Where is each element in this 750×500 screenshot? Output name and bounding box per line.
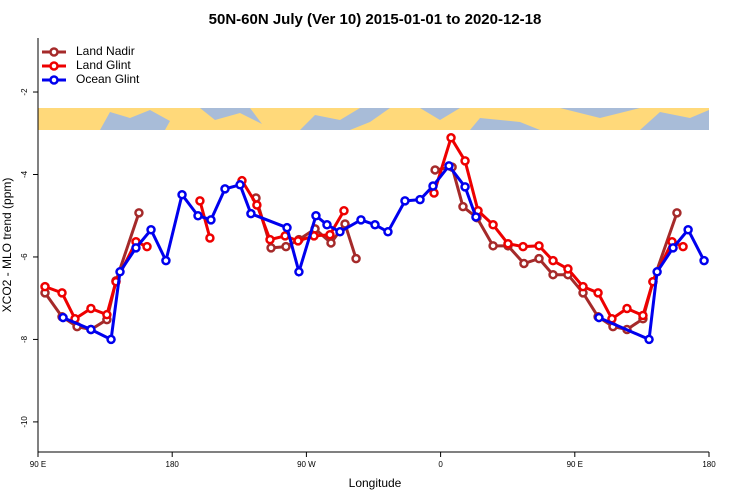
y-tick-label: -6 bbox=[20, 253, 29, 261]
data-point bbox=[548, 255, 558, 266]
x-tick-label: 90 W bbox=[297, 460, 316, 469]
x-tick-label: 180 bbox=[702, 460, 716, 469]
legend-label: Land Glint bbox=[76, 58, 131, 72]
data-point bbox=[195, 196, 205, 206]
data-point bbox=[668, 243, 678, 253]
data-point bbox=[351, 253, 361, 264]
data-point bbox=[652, 267, 662, 277]
data-point bbox=[683, 224, 693, 235]
data-point bbox=[131, 243, 141, 253]
data-point bbox=[644, 334, 654, 345]
data-point bbox=[356, 215, 366, 225]
data-point bbox=[134, 208, 144, 218]
data-point bbox=[503, 239, 513, 249]
data-point bbox=[281, 241, 291, 252]
data-point bbox=[335, 227, 345, 237]
data-point bbox=[518, 241, 528, 252]
y-tick-label: -2 bbox=[20, 88, 29, 96]
data-point bbox=[428, 181, 438, 191]
data-point bbox=[282, 222, 292, 233]
data-point bbox=[142, 241, 152, 252]
data-point bbox=[672, 208, 682, 218]
chart-title: 50N-60N July (Ver 10) 2015-01-01 to 2020… bbox=[209, 11, 542, 28]
data-point bbox=[534, 253, 544, 264]
data-point bbox=[622, 303, 632, 314]
x-tick-label: 90 E bbox=[30, 460, 46, 469]
data-point bbox=[678, 241, 688, 252]
data-point bbox=[106, 334, 116, 345]
data-point bbox=[266, 243, 276, 253]
data-point bbox=[594, 312, 604, 323]
data-point bbox=[311, 210, 321, 221]
x-tick-label: 180 bbox=[166, 460, 180, 469]
legend-label: Ocean Glint bbox=[76, 72, 140, 86]
data-point bbox=[578, 281, 588, 292]
map-strip bbox=[38, 108, 709, 130]
data-point bbox=[488, 241, 498, 251]
y-axis-label: XCO2 - MLO trend (ppm) bbox=[0, 178, 14, 313]
data-point bbox=[326, 238, 336, 248]
data-point bbox=[146, 224, 156, 235]
x-tick-label: 90 E bbox=[567, 460, 583, 469]
data-point bbox=[400, 196, 410, 206]
data-point bbox=[444, 161, 454, 171]
data-point bbox=[430, 165, 440, 175]
data-point bbox=[177, 189, 187, 200]
data-point bbox=[699, 255, 709, 266]
data-point bbox=[322, 220, 332, 230]
data-point bbox=[58, 312, 68, 323]
y-tick-label: -4 bbox=[20, 170, 29, 178]
data-point bbox=[246, 208, 256, 219]
data-point bbox=[193, 210, 203, 221]
data-point bbox=[460, 156, 470, 166]
x-axis-label: Longitude bbox=[349, 476, 402, 490]
data-point bbox=[86, 324, 96, 335]
data-point bbox=[235, 180, 245, 190]
data-point bbox=[460, 182, 470, 192]
data-point bbox=[563, 264, 573, 274]
data-point bbox=[488, 220, 498, 230]
data-point bbox=[161, 255, 171, 266]
data-point bbox=[293, 236, 303, 246]
data-point bbox=[57, 288, 67, 298]
data-point bbox=[458, 201, 468, 212]
legend-marker bbox=[49, 75, 59, 85]
data-point bbox=[252, 200, 262, 210]
data-point bbox=[471, 212, 481, 222]
data-point bbox=[415, 194, 425, 205]
data-point bbox=[339, 206, 349, 216]
data-point bbox=[548, 269, 558, 280]
y-tick-label: -8 bbox=[20, 335, 29, 343]
data-point bbox=[206, 215, 216, 225]
data-point bbox=[102, 309, 112, 320]
data-point bbox=[205, 233, 215, 243]
data-point bbox=[383, 227, 393, 237]
data-point bbox=[370, 220, 380, 230]
data-point bbox=[325, 229, 335, 240]
legend-marker bbox=[49, 47, 59, 57]
y-tick-label: -10 bbox=[20, 416, 29, 428]
x-tick-label: 0 bbox=[438, 460, 443, 469]
data-point bbox=[638, 310, 648, 321]
data-point bbox=[519, 258, 529, 269]
data-point bbox=[86, 303, 96, 314]
data-point bbox=[446, 133, 456, 143]
data-point bbox=[593, 288, 603, 298]
data-point bbox=[265, 234, 275, 245]
legend-marker bbox=[49, 61, 59, 71]
data-point bbox=[294, 267, 304, 277]
data-point bbox=[220, 184, 230, 194]
legend-label: Land Nadir bbox=[76, 44, 135, 58]
data-point bbox=[40, 281, 50, 292]
data-point bbox=[534, 241, 544, 251]
data-point bbox=[115, 267, 125, 277]
